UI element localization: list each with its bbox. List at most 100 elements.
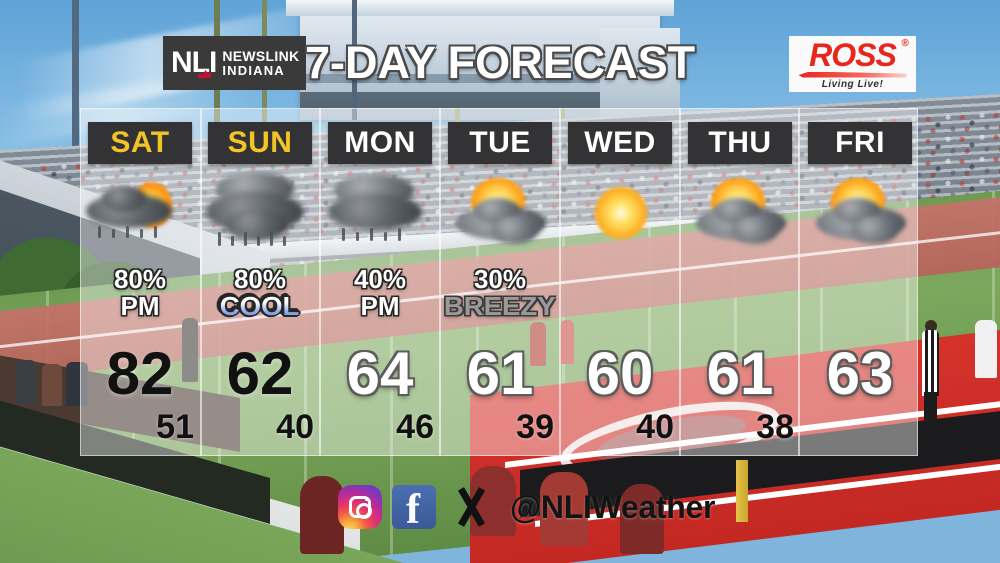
press-box-band xyxy=(300,74,660,83)
facebook-icon[interactable]: f xyxy=(392,485,436,529)
low-temperature: 46 xyxy=(396,408,434,446)
sponsor-logo[interactable]: ROSS ® Living Live! xyxy=(789,36,916,92)
condition-label: PM xyxy=(360,291,400,322)
sponsor-name: ROSS xyxy=(809,36,897,73)
day-label: SUN xyxy=(227,126,293,159)
day-label: FRI xyxy=(835,126,885,159)
press-box-roof xyxy=(286,0,674,16)
sun-behind-rain-cloud-icon xyxy=(80,168,200,264)
station-name-line2: INDIANA xyxy=(222,62,285,78)
cloud-icon xyxy=(328,194,422,230)
press-box-window-band xyxy=(300,92,660,108)
condition-label: PM xyxy=(120,291,160,322)
low-temperature: 40 xyxy=(636,408,674,446)
referee-head xyxy=(925,320,937,332)
day-badge: WED xyxy=(568,122,672,164)
high-temperature: 62 xyxy=(226,340,294,407)
forecast-day-column: SAT 80% PM 82 51 xyxy=(80,108,200,456)
forecast-panel xyxy=(80,108,918,456)
column-divider xyxy=(319,108,322,456)
column-divider xyxy=(678,108,681,456)
light-pole xyxy=(214,0,220,210)
referee xyxy=(922,330,939,396)
forecast-day-column: WED 60 40 xyxy=(560,108,680,456)
nli-red-accent-icon xyxy=(197,69,211,78)
spectator xyxy=(66,362,88,406)
column-divider xyxy=(558,108,561,456)
player xyxy=(300,476,344,554)
referee-legs xyxy=(924,392,937,434)
rain-drop-icon xyxy=(342,228,345,241)
rain-drop-icon xyxy=(112,229,115,238)
low-temperature: 40 xyxy=(276,408,314,446)
cloud-icon xyxy=(852,216,898,244)
rain-drop-icon xyxy=(270,232,273,246)
player xyxy=(540,472,588,546)
forecast-day-column: THU 61 38 xyxy=(680,108,800,456)
rain-drop-icon xyxy=(140,229,143,238)
forecast-day-column: MON 40% PM 64 46 xyxy=(320,108,440,456)
yellow-pylon xyxy=(736,460,748,522)
spectator xyxy=(42,364,62,406)
high-temperature: 60 xyxy=(586,340,654,407)
day-badge: SUN xyxy=(208,122,312,164)
day-label: MON xyxy=(344,126,416,159)
day-label: TUE xyxy=(469,126,531,159)
x-twitter-icon[interactable] xyxy=(448,485,494,529)
condition-label: COOL xyxy=(220,291,300,322)
partly-cloudy-icon xyxy=(440,168,560,264)
page-title: 7-DAY FORECAST xyxy=(305,37,696,88)
rain-drop-icon xyxy=(244,232,247,246)
rain-drop-icon xyxy=(231,236,234,246)
column-divider xyxy=(798,108,801,456)
sponsor-swoosh-icon xyxy=(798,71,907,78)
light-pole xyxy=(352,0,357,120)
cloud-icon xyxy=(492,216,538,244)
low-temperature: 51 xyxy=(156,408,194,446)
day-badge: MON xyxy=(328,122,432,164)
rain-drop-icon xyxy=(370,228,373,241)
facebook-glyph: f xyxy=(406,487,420,529)
instagram-glyph xyxy=(349,496,373,520)
station-name: NEWSLINK INDIANA xyxy=(222,49,299,77)
rain-drop-icon xyxy=(257,236,260,246)
high-temperature: 61 xyxy=(706,340,774,407)
rain-drop-icon xyxy=(398,228,401,241)
condition-block: 40% PM xyxy=(354,264,406,342)
social-bar: f @NLIWeather xyxy=(338,483,715,531)
player xyxy=(620,484,664,554)
press-box-wing xyxy=(600,28,680,120)
day-label: THU xyxy=(708,126,772,159)
sun-behind-cloud-icon xyxy=(800,168,920,264)
low-temperature: 38 xyxy=(756,408,794,446)
social-handle: @NLIWeather xyxy=(510,488,716,525)
condition-block: 80% COOL xyxy=(220,264,300,342)
player xyxy=(530,322,546,366)
sponsor-wordmark: ROSS ® xyxy=(809,36,909,73)
column-divider xyxy=(199,108,202,456)
day-badge: SAT xyxy=(88,122,192,164)
rain-drop-icon xyxy=(218,232,221,246)
column-divider xyxy=(439,108,442,456)
cloud-icon xyxy=(102,186,146,212)
condition-block: 80% PM xyxy=(114,264,166,342)
sunny-icon xyxy=(560,168,680,264)
sponsor-tagline: Living Live! xyxy=(821,78,884,90)
high-temperature: 63 xyxy=(826,340,894,407)
low-temperature: 39 xyxy=(516,408,554,446)
cloud-icon xyxy=(732,216,778,244)
precip-chance: 80% xyxy=(233,264,287,294)
nli-wordmark: NLI xyxy=(171,46,217,79)
forecast-columns: SAT 80% PM 82 51 SUN 80% COOL 62 40 MON … xyxy=(80,108,918,456)
rain-drop-icon xyxy=(154,226,157,238)
condition-block: 30% BREEZY xyxy=(444,264,556,342)
nli-letters: NLI xyxy=(171,46,217,79)
high-temperature: 82 xyxy=(106,340,174,407)
high-temperature: 61 xyxy=(466,340,534,407)
instagram-icon[interactable] xyxy=(338,485,382,529)
spectator xyxy=(182,318,198,382)
rain-drop-icon xyxy=(384,232,387,241)
spectator xyxy=(16,360,36,404)
day-badge: TUE xyxy=(448,122,552,164)
rain-drop-icon xyxy=(126,226,129,238)
